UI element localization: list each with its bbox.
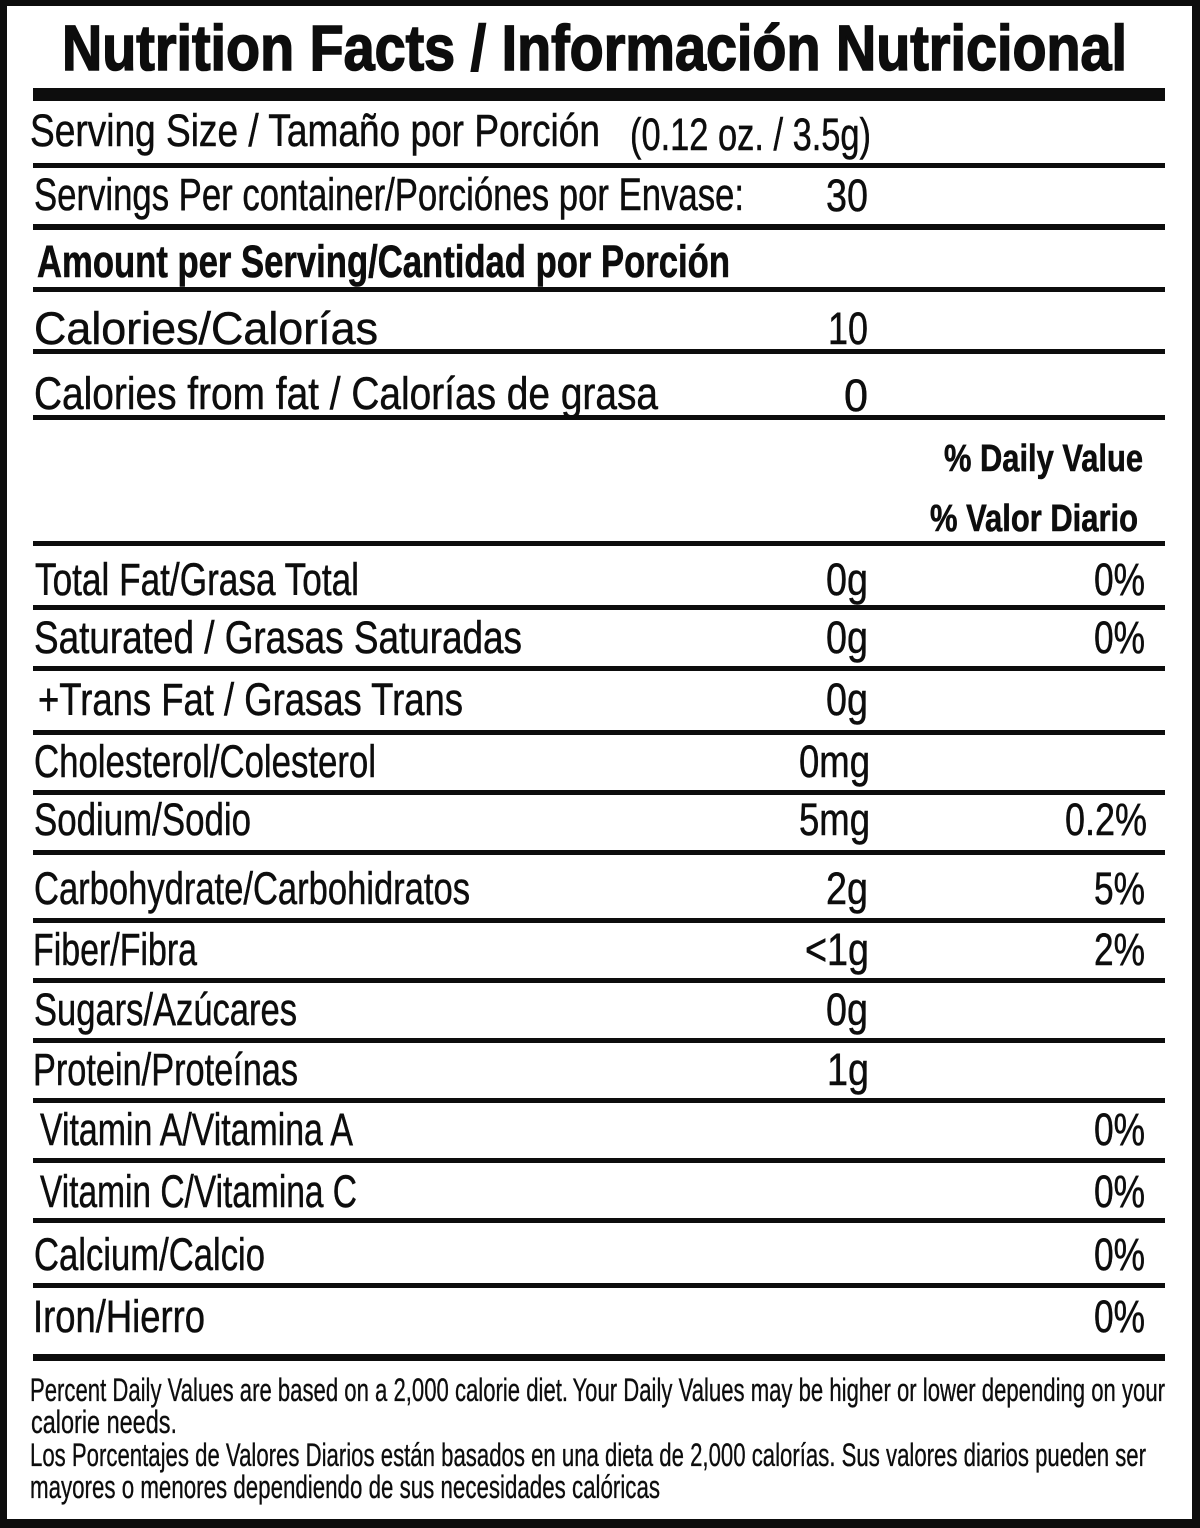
svg-text:Vitamin C/Vitamina C: Vitamin C/Vitamina C	[40, 1166, 357, 1217]
svg-text:Protein/Proteínas: Protein/Proteínas	[33, 1044, 298, 1095]
svg-text:Carbohydrate/Carbohidratos: Carbohydrate/Carbohidratos	[34, 863, 470, 914]
svg-text:Servings Per container/Porción: Servings Per container/Porciónes por Env…	[34, 169, 744, 220]
svg-text:0%: 0%	[1094, 554, 1145, 605]
svg-text:Serving Size / Tamaño por Porc: Serving Size / Tamaño por Porción	[30, 105, 600, 156]
svg-text:Calcium/Calcio: Calcium/Calcio	[34, 1229, 265, 1280]
svg-text:Nutrition Facts / Información: Nutrition Facts / Información Nutriciona…	[62, 12, 1127, 84]
svg-text:0g: 0g	[826, 674, 868, 725]
svg-text:5%: 5%	[1094, 863, 1145, 914]
svg-text:Calories/Calorías: Calories/Calorías	[34, 303, 378, 354]
svg-text:mayores o menores dependiendo: mayores o menores dependiendo de sus nec…	[30, 1469, 660, 1505]
svg-text:Amount per Serving/Cantidad po: Amount per Serving/Cantidad por Porción	[37, 236, 730, 287]
svg-text:Cholesterol/Colesterol: Cholesterol/Colesterol	[34, 736, 376, 787]
svg-text:0: 0	[844, 370, 868, 421]
svg-text:Saturated / Grasas Saturadas: Saturated / Grasas Saturadas	[34, 612, 522, 663]
svg-text:(0.12 oz. / 3.5g): (0.12 oz. / 3.5g)	[630, 109, 871, 160]
svg-text:% Valor Diario: % Valor Diario	[930, 498, 1138, 540]
svg-text:30: 30	[826, 170, 868, 221]
svg-text:2%: 2%	[1094, 924, 1145, 975]
svg-text:Total Fat/Grasa Total: Total Fat/Grasa Total	[35, 554, 359, 605]
svg-text:+Trans Fat / Grasas Trans: +Trans Fat / Grasas Trans	[38, 674, 463, 725]
svg-text:0%: 0%	[1094, 1166, 1145, 1217]
svg-text:<1g: <1g	[805, 924, 869, 975]
svg-text:Sugars/Azúcares: Sugars/Azúcares	[34, 984, 297, 1035]
svg-text:1g: 1g	[827, 1044, 869, 1095]
svg-text:% Daily Value: % Daily Value	[944, 438, 1143, 480]
svg-text:Fiber/Fibra: Fiber/Fibra	[33, 924, 198, 975]
svg-text:Vitamin A/Vitamina A: Vitamin A/Vitamina A	[40, 1104, 353, 1155]
svg-text:Calories from fat / Calorías d: Calories from fat / Calorías de grasa	[34, 368, 659, 419]
svg-text:Sodium/Sodio: Sodium/Sodio	[34, 794, 251, 845]
svg-text:5mg: 5mg	[799, 794, 870, 845]
svg-text:Los Porcentajes de Valores Dia: Los Porcentajes de Valores Diarios están…	[30, 1437, 1146, 1473]
svg-text:10: 10	[828, 303, 868, 354]
svg-text:2g: 2g	[826, 863, 868, 914]
svg-text:0%: 0%	[1094, 1104, 1145, 1155]
svg-text:0g: 0g	[826, 612, 868, 663]
svg-text:0g: 0g	[826, 554, 868, 605]
svg-text:Iron/Hierro: Iron/Hierro	[33, 1291, 205, 1342]
svg-text:calorie needs.: calorie needs.	[31, 1404, 177, 1440]
svg-text:0.2%: 0.2%	[1065, 794, 1147, 845]
svg-text:0g: 0g	[826, 984, 868, 1035]
svg-text:0%: 0%	[1094, 612, 1145, 663]
svg-text:0%: 0%	[1094, 1229, 1145, 1280]
svg-text:0mg: 0mg	[799, 736, 870, 787]
svg-text:0%: 0%	[1094, 1291, 1145, 1342]
svg-text:Percent Daily Values are based: Percent Daily Values are based on a 2,00…	[30, 1372, 1165, 1408]
